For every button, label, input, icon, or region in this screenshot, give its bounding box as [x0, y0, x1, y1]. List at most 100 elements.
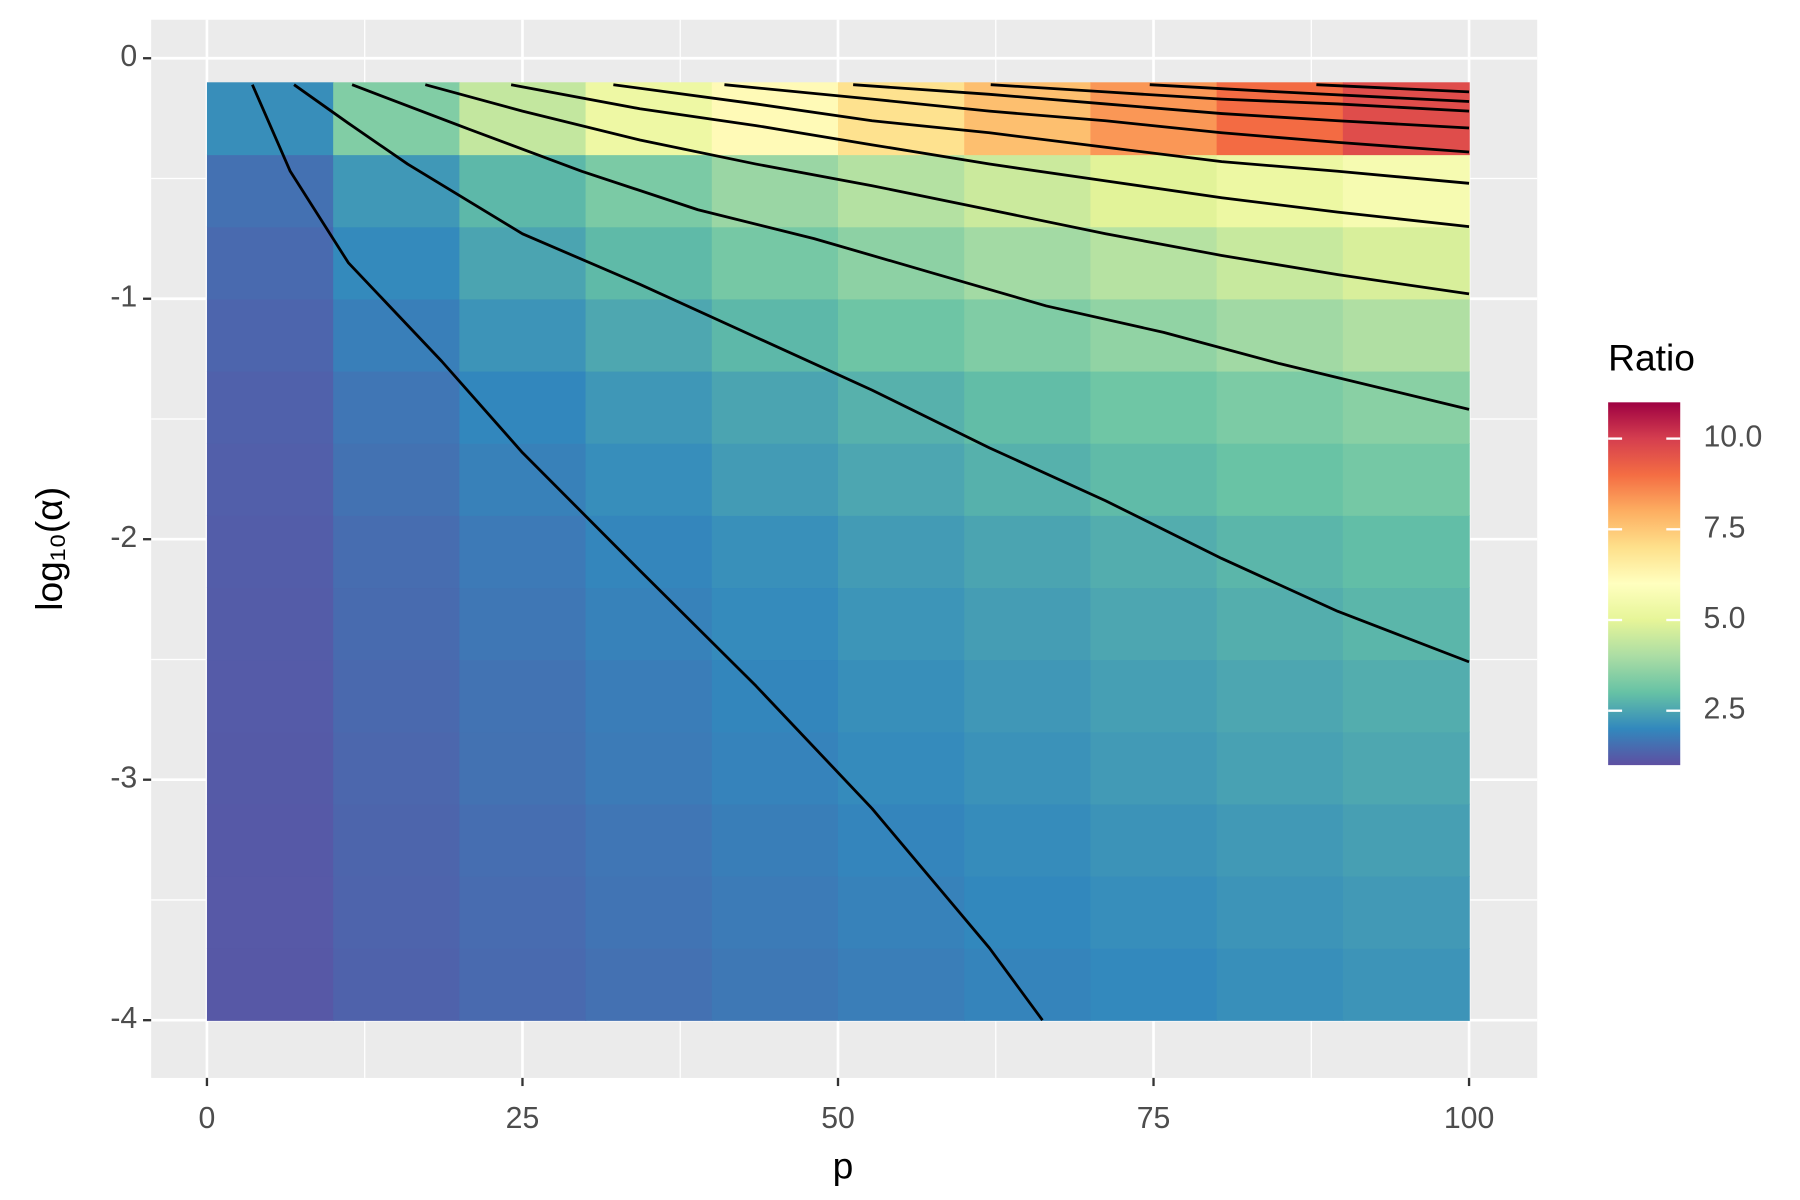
- tile: [711, 298, 839, 372]
- tile: [459, 587, 587, 661]
- tile: [459, 154, 587, 228]
- y-axis-title: log₁₀(α): [28, 487, 70, 611]
- tile: [1090, 443, 1218, 516]
- tile: [333, 154, 461, 228]
- legend: 2.5 5.0 7.5 10.0: [1608, 402, 1762, 766]
- tile: [206, 370, 334, 444]
- tile: [459, 370, 587, 444]
- tile: [1342, 154, 1470, 228]
- tile: [206, 82, 334, 156]
- tile: [585, 443, 713, 516]
- y-tick-label: -1: [110, 281, 137, 314]
- tile: [206, 515, 334, 589]
- tile: [1342, 875, 1470, 949]
- contour-line: [510, 83, 1470, 228]
- tile: [1216, 875, 1344, 949]
- tile: [459, 515, 587, 589]
- tile: [1216, 803, 1344, 877]
- tile: [711, 226, 839, 300]
- contour-line: [990, 83, 1470, 113]
- tile: [1216, 948, 1344, 1021]
- tile: [1342, 443, 1470, 516]
- tile: [1342, 298, 1470, 372]
- tile: [1216, 659, 1344, 733]
- tile: [585, 515, 713, 589]
- tile: [1090, 659, 1218, 733]
- tile: [964, 587, 1092, 661]
- tile: [711, 443, 839, 516]
- x-tick-label: 25: [506, 1102, 540, 1135]
- contour-line: [293, 83, 1470, 664]
- tile: [838, 948, 965, 1021]
- tile: [1090, 948, 1218, 1021]
- tile: [838, 587, 965, 661]
- tile: [206, 587, 334, 661]
- tile: [964, 875, 1092, 949]
- tile: [585, 659, 713, 733]
- legend-title: Ratio: [1608, 336, 1695, 378]
- legend-tick-label: 10.0: [1703, 421, 1762, 454]
- tile: [838, 731, 965, 805]
- tile: [585, 298, 713, 372]
- tile: [1216, 298, 1344, 372]
- tile: [333, 948, 461, 1021]
- contour-line: [1149, 83, 1470, 103]
- tile: [964, 731, 1092, 805]
- tile: [711, 948, 839, 1021]
- tile: [206, 298, 334, 372]
- tile: [333, 226, 461, 300]
- tile: [206, 154, 334, 228]
- tile: [964, 370, 1092, 444]
- tile: [1342, 731, 1470, 805]
- tile: [585, 587, 713, 661]
- tile: [711, 370, 839, 444]
- tile: [585, 82, 713, 156]
- tile: [711, 875, 839, 949]
- tile: [1090, 803, 1218, 877]
- tile: [838, 659, 965, 733]
- x-tick-label: 75: [1137, 1102, 1171, 1135]
- tile: [206, 659, 334, 733]
- tile: [964, 948, 1092, 1021]
- tile: [1342, 948, 1470, 1021]
- tile: [1342, 803, 1470, 877]
- contour-line: [351, 83, 1470, 411]
- tile: [1090, 875, 1218, 949]
- tile: [206, 875, 334, 949]
- tile: [206, 443, 334, 516]
- tile: [711, 659, 839, 733]
- tile: [333, 803, 461, 877]
- tile: [459, 226, 587, 300]
- tile: [838, 443, 965, 516]
- tile: [585, 803, 713, 877]
- tile: [585, 948, 713, 1021]
- tile: [964, 803, 1092, 877]
- tile: [1090, 154, 1218, 228]
- tile: [838, 515, 965, 589]
- heatmap: [206, 82, 1470, 1021]
- tile: [838, 803, 965, 877]
- tile: [711, 154, 839, 228]
- tile: [459, 731, 587, 805]
- tile: [459, 82, 587, 156]
- y-tick-label: -2: [110, 521, 137, 554]
- contour-line: [1316, 83, 1470, 94]
- x-axis-title: p: [833, 1144, 854, 1186]
- tile: [711, 731, 839, 805]
- tile: [1216, 515, 1344, 589]
- tile: [459, 298, 587, 372]
- tile: [333, 515, 461, 589]
- contour-line: [613, 83, 1470, 185]
- y-tick-label: 0: [120, 40, 137, 73]
- tile: [1342, 515, 1470, 589]
- tile: [1342, 226, 1470, 300]
- tile: [333, 659, 461, 733]
- tile: [333, 443, 461, 516]
- x-tick-label: 0: [199, 1102, 216, 1135]
- tile: [711, 515, 839, 589]
- tile: [333, 731, 461, 805]
- x-tick-label: 50: [821, 1102, 855, 1135]
- axes: 0 25 50 75 100 -4 -3 -2 -1 0: [110, 40, 1494, 1135]
